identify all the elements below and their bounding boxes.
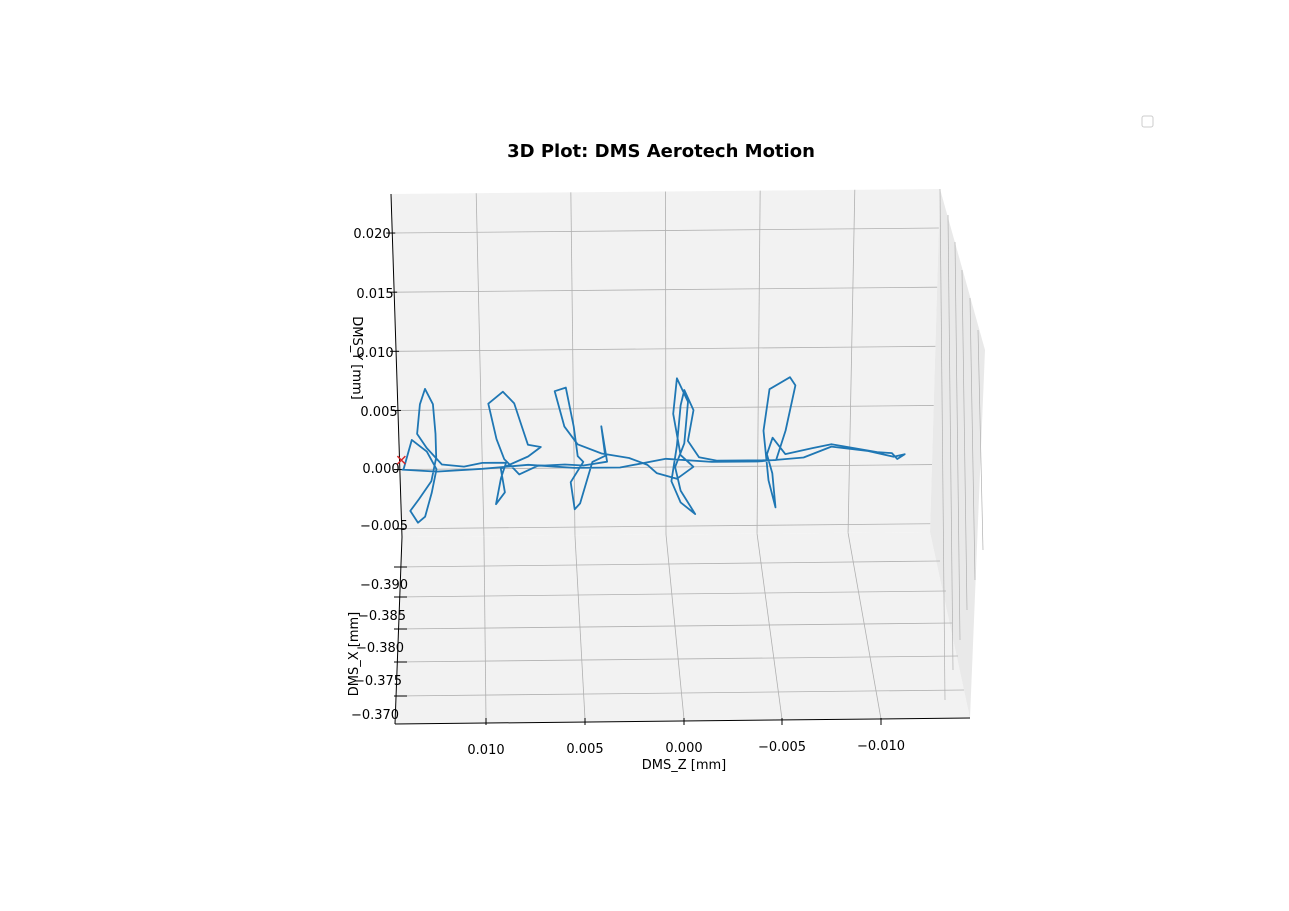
- grid-line-depth: [396, 590, 947, 598]
- grid-line-side: [977, 329, 984, 551]
- grid-line-horizontal: [396, 345, 936, 352]
- grid-line-side: [939, 188, 946, 701]
- grid-line-horizontal: [401, 523, 931, 530]
- z-tick-label: −0.390: [360, 578, 408, 593]
- x-axis-label: DMS_Z [mm]: [642, 758, 727, 773]
- z-tick-label: −0.380: [356, 641, 404, 656]
- series-layer: [396, 376, 906, 524]
- z-axis-label: DMS_X [mm]: [347, 612, 362, 697]
- x-tick-label: 0.010: [467, 743, 504, 758]
- grid-line-vertical: [847, 189, 856, 533]
- y-tick-label: 0.015: [356, 287, 393, 302]
- y-tick-label: 0.005: [360, 405, 397, 420]
- x-axis-line: [394, 717, 971, 725]
- grid-line-side: [947, 214, 954, 671]
- tick-labels: 0.020 0.015 0.010 0.005 0.000 −0.005 0.010 0.00…: [351, 227, 905, 758]
- y-tick-label: 0.020: [353, 227, 390, 242]
- z-tick-label: −0.370: [351, 708, 399, 723]
- floor-pane: [395, 532, 970, 724]
- grid-lines: [392, 188, 984, 720]
- grid-line-vertical: [665, 191, 667, 535]
- start-marker: [396, 455, 406, 465]
- grid-line-depth: [396, 655, 959, 663]
- grid-line-floor: [847, 532, 882, 720]
- series-line: [401, 376, 906, 524]
- grid-line-side: [961, 269, 968, 611]
- grid-line-side: [954, 241, 961, 641]
- grid-line-horizontal: [397, 405, 934, 411]
- grid-line-depth: [396, 689, 965, 697]
- grid-line-horizontal: [394, 286, 938, 293]
- grid-line-depth: [396, 622, 953, 630]
- y-tick-label: 0.000: [362, 462, 399, 477]
- legend-box: [1141, 115, 1154, 128]
- z-tick-label: −0.385: [358, 609, 406, 624]
- x-tick-label: −0.010: [857, 739, 905, 754]
- z-axis-line: [394, 536, 403, 725]
- y-axis-label: DMS_Y [mm]: [349, 316, 364, 400]
- x-tick-label: −0.005: [758, 740, 806, 755]
- grid-line-horizontal: [392, 227, 939, 234]
- start-marker-stroke: [396, 455, 406, 465]
- grid-line-vertical: [570, 192, 576, 536]
- grid-line-vertical: [475, 193, 485, 537]
- grid-line-floor: [756, 533, 783, 720]
- grid-line-floor: [665, 534, 685, 720]
- axes: [390, 193, 971, 725]
- grid-line-depth: [396, 560, 941, 568]
- y-tick-label: −0.005: [360, 519, 408, 534]
- y-axis-line: [390, 193, 403, 538]
- grid-line-floor: [483, 536, 487, 720]
- x-tick-label: 0.005: [566, 742, 603, 757]
- grid-line-side: [969, 297, 976, 581]
- grid-line-vertical: [756, 190, 761, 534]
- y-tick-label: 0.010: [356, 346, 393, 361]
- chart-title: 3D Plot: DMS Aerotech Motion: [507, 141, 815, 162]
- x-tick-label: 0.000: [665, 741, 702, 756]
- z-tick-label: −0.375: [354, 674, 402, 689]
